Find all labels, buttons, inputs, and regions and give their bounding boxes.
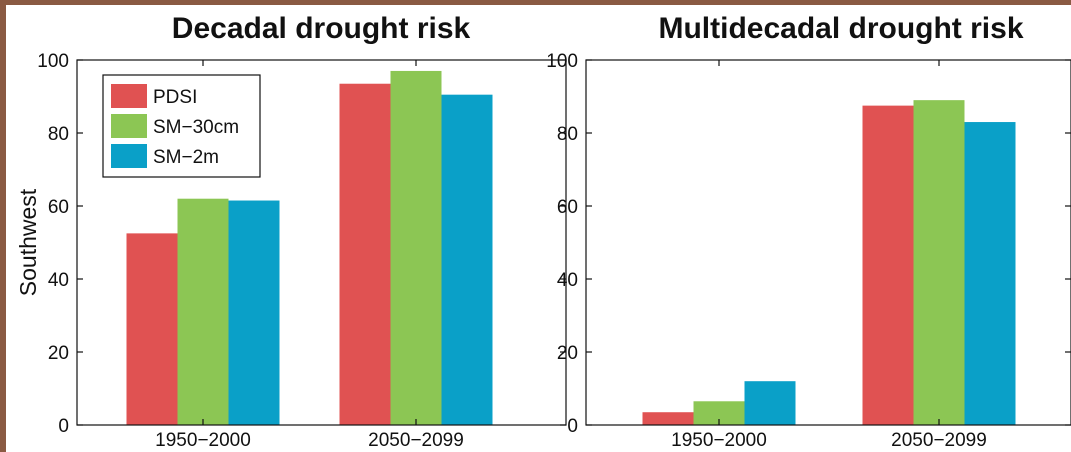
- bar-pdsi-1: [642, 412, 694, 425]
- y-tick-label: 80: [557, 124, 578, 145]
- y-tick-label: 60: [557, 197, 578, 218]
- y-tick-label: 60: [48, 197, 69, 218]
- y-tick-label: 0: [58, 416, 69, 437]
- bar-sm-30cm-1: [177, 198, 229, 425]
- y-tick-label: 80: [48, 124, 69, 145]
- bar-pdsi-1: [126, 233, 178, 425]
- bar-pdsi-2: [862, 105, 914, 425]
- y-tick-label: 0: [567, 416, 578, 437]
- y-tick-label: 40: [48, 270, 69, 291]
- y-tick-label: 20: [557, 343, 578, 364]
- y-tick-label: 100: [546, 51, 578, 72]
- bar-sm-30cm-2: [913, 100, 965, 426]
- bar-sm-30cm-2: [390, 70, 442, 425]
- figure: Decadal drought risk 0 20 40 60 80 100 1950−200…: [6, 5, 1071, 452]
- bar-sm-30cm-1: [693, 401, 745, 425]
- bar-sm-2m-2: [441, 94, 493, 426]
- bar-sm-2m-2: [964, 122, 1016, 426]
- chart-title: Multidecadal drought risk: [658, 12, 1023, 45]
- legend-label: SM−2m: [153, 147, 219, 168]
- y-tick-label: 40: [557, 270, 578, 291]
- x-tick-label: 1950−2000: [671, 430, 767, 451]
- bar-sm-2m-1: [228, 200, 280, 425]
- y-tick-label: 100: [37, 51, 69, 72]
- legend-swatch: [111, 114, 147, 138]
- chart-panel-2: Multidecadal drought risk 0 20 40 60 80 100 195…: [546, 12, 1071, 451]
- x-tick-label: 2050−2099: [891, 430, 987, 451]
- chart-title: Decadal drought risk: [172, 12, 471, 45]
- chart-panel-1: Decadal drought risk 0 20 40 60 80 100 1950−200…: [15, 12, 567, 451]
- bar-sm-2m-1: [744, 381, 796, 425]
- axes-box: [76, 59, 567, 426]
- bar-pdsi-2: [339, 83, 391, 425]
- axes-box: [585, 59, 1071, 426]
- legend-swatch: [111, 144, 147, 168]
- drought-risk-charts: Decadal drought risk 0 20 40 60 80 100 1950−200…: [15, 12, 1071, 451]
- legend-label: SM−30cm: [153, 117, 239, 138]
- y-axis-label: Southwest: [15, 188, 41, 296]
- legend-swatch: [111, 84, 147, 108]
- x-tick-label: 2050−2099: [368, 430, 464, 451]
- y-tick-label: 20: [48, 343, 69, 364]
- x-tick-label: 1950−2000: [155, 430, 251, 451]
- legend: PDSI SM−30cm SM−2m: [102, 74, 261, 178]
- legend-label: PDSI: [153, 87, 197, 108]
